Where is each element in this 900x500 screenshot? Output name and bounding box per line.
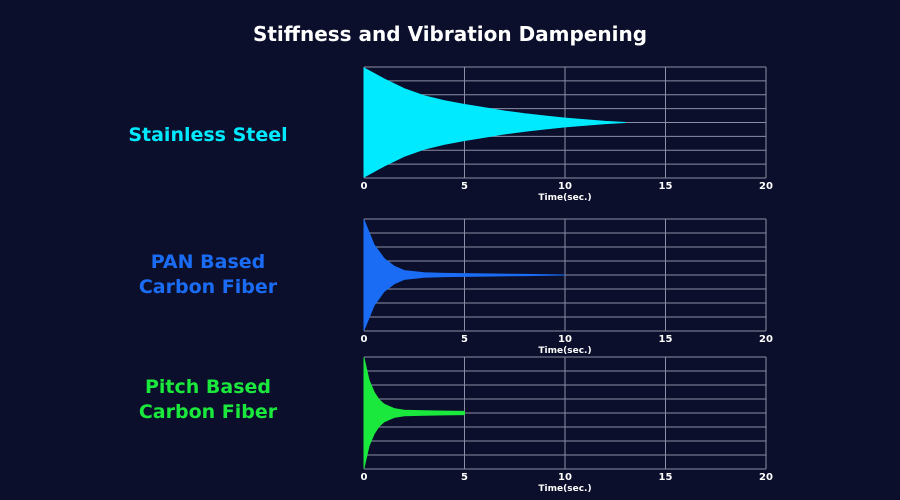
x-tick-label: 5: [461, 334, 468, 345]
material-label-line: Carbon Fiber: [138, 401, 278, 423]
x-tick-label: 15: [659, 181, 673, 192]
x-tick-label: 0: [361, 472, 368, 483]
material-label-line: Carbon Fiber: [138, 276, 278, 298]
material-label-line: Pitch Based: [144, 376, 272, 398]
vibration-envelope: [363, 67, 626, 178]
material-label-pan-carbon-fiber: PAN Based Carbon Fiber: [78, 250, 338, 300]
vibration-envelope: [363, 219, 566, 331]
x-axis-label: Time(sec.): [538, 346, 591, 356]
x-tick-label: 20: [759, 334, 773, 345]
x-tick-label: 5: [461, 181, 468, 192]
material-label-pitch-carbon-fiber: Pitch Based Carbon Fiber: [78, 375, 338, 425]
x-axis-label: Time(sec.): [538, 193, 591, 203]
vibration-envelope: [363, 357, 465, 469]
x-tick-label: 15: [659, 334, 673, 345]
x-tick-label: 10: [558, 472, 572, 483]
x-tick-label: 20: [759, 472, 773, 483]
x-tick-label: 10: [558, 334, 572, 345]
x-tick-label: 0: [361, 334, 368, 345]
x-tick-label: 5: [461, 472, 468, 483]
material-label-line: Stainless Steel: [128, 124, 288, 146]
x-tick-label: 0: [361, 181, 368, 192]
x-axis-label: Time(sec.): [538, 484, 591, 494]
x-tick-label: 10: [558, 181, 572, 192]
x-tick-label: 15: [659, 472, 673, 483]
x-tick-label: 20: [759, 181, 773, 192]
page-title: Stiffness and Vibration Dampening: [252, 22, 648, 46]
material-label-stainless-steel: Stainless Steel: [78, 123, 338, 148]
material-label-line: PAN Based: [150, 251, 266, 273]
